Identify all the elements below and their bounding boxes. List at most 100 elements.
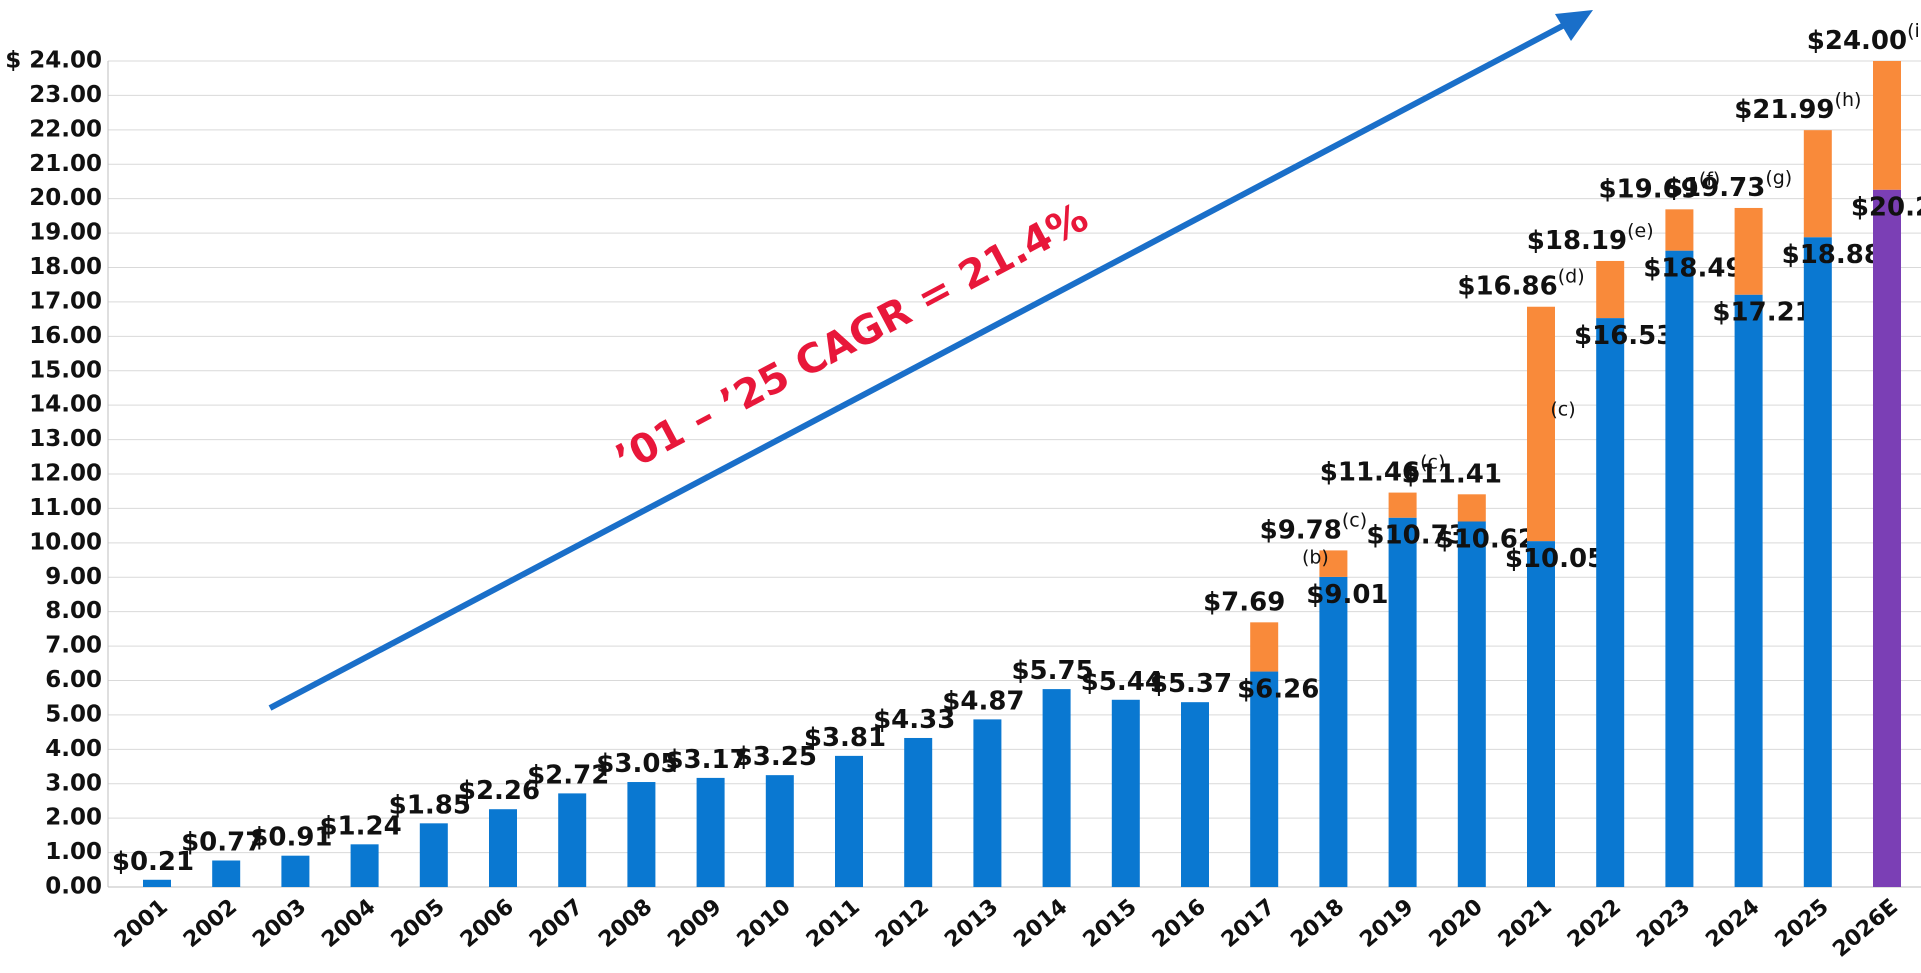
value-label: $1.24 xyxy=(319,811,401,841)
footnote: (f) xyxy=(1699,168,1721,190)
bar-segment xyxy=(1734,207,1763,295)
x-tick-label: 2019 xyxy=(1355,894,1418,953)
total-value: $24.00 xyxy=(1807,26,1907,56)
y-tick-label: 21.00 xyxy=(29,151,102,177)
bar-segment xyxy=(489,809,517,887)
value-label: $5.75 xyxy=(1011,656,1093,686)
bar-segment xyxy=(1873,61,1901,190)
x-tick-label: 2005 xyxy=(387,894,450,953)
bar-segment xyxy=(419,823,448,887)
bar-segment xyxy=(1665,250,1694,887)
x-tick-label: 2002 xyxy=(179,894,242,953)
x-tick-label: 2022 xyxy=(1563,894,1626,953)
y-tick-label: 9.00 xyxy=(45,564,102,590)
bar-segment xyxy=(1111,699,1140,887)
y-tick-label: 20.00 xyxy=(29,185,102,211)
y-tick-label: 14.00 xyxy=(29,392,102,418)
total-label: $11.46(c) xyxy=(1320,452,1446,488)
total-label: $11.41 xyxy=(1402,459,1502,489)
value-label: $6.26 xyxy=(1237,675,1319,705)
x-tick-label: 2023 xyxy=(1632,894,1695,953)
total-label: $18.19(e) xyxy=(1527,220,1654,256)
x-tick-label: 2008 xyxy=(594,894,657,953)
footnote: (h) xyxy=(1835,89,1862,111)
y-tick-label: 10.00 xyxy=(29,529,102,555)
total-label: $16.86(d) xyxy=(1457,266,1584,302)
bar-segment xyxy=(627,782,656,887)
bar-segment xyxy=(1388,517,1417,887)
y-tick-label: 6.00 xyxy=(45,667,102,693)
bar-segment xyxy=(904,737,933,887)
bar-segment xyxy=(973,719,1002,887)
x-tick-label: 2018 xyxy=(1286,894,1349,953)
total-value: $21.99 xyxy=(1734,95,1834,125)
bar-segment xyxy=(1319,576,1348,887)
y-tick-label: 7.00 xyxy=(45,633,102,659)
x-tick-label: 2007 xyxy=(525,894,588,953)
footnote: (d) xyxy=(1558,266,1585,288)
total-label: $19.69(f) xyxy=(1598,168,1720,204)
value-label: $10.05 xyxy=(1505,544,1605,574)
y-tick-label: 15.00 xyxy=(29,357,102,383)
total-label: $21.99(h) xyxy=(1734,89,1861,125)
bar-segment xyxy=(696,777,725,887)
x-tick-label: 2017 xyxy=(1217,894,1280,953)
value-label: $18.88 xyxy=(1782,240,1882,270)
value-label: $2.72 xyxy=(527,760,609,790)
total-value: $19.69 xyxy=(1598,174,1698,204)
y-tick-label: 17.00 xyxy=(29,288,102,314)
y-tick-label: 19.00 xyxy=(29,220,102,246)
x-tick-label: 2013 xyxy=(940,894,1003,953)
bar-segment xyxy=(1734,294,1763,887)
value-label: $3.17 xyxy=(665,745,747,775)
total-value: $7.69 xyxy=(1203,587,1285,617)
total-value: $19.73 xyxy=(1665,173,1765,203)
bar-segment xyxy=(1388,492,1417,518)
bar-segment xyxy=(1527,541,1555,887)
x-tick-label: 2010 xyxy=(733,894,796,953)
x-tick-label: 2014 xyxy=(1009,894,1072,953)
bar-segment xyxy=(558,793,587,887)
value-label: $17.21 xyxy=(1712,298,1812,328)
value-label: $0.21 xyxy=(112,847,194,877)
x-tick-label: 2026E xyxy=(1828,894,1902,962)
bar-segment xyxy=(1665,209,1694,251)
footnote: (i) xyxy=(1907,20,1921,42)
total-label: $7.69 xyxy=(1203,587,1285,617)
bar-segment xyxy=(1803,130,1832,238)
y-tick-label: $ 24.00 xyxy=(5,48,102,74)
value-label: $10.62 xyxy=(1436,524,1536,554)
bar-segment xyxy=(281,855,310,887)
value-label: $4.33 xyxy=(873,705,955,735)
bar-segment xyxy=(1596,260,1625,319)
value-label: $0.77 xyxy=(181,827,263,857)
value-label: $10.73 xyxy=(1366,521,1466,551)
x-tick-label: 2011 xyxy=(802,894,865,953)
value-label: $3.81 xyxy=(804,723,886,753)
x-tick-label: 2009 xyxy=(663,894,726,953)
y-tick-label: 8.00 xyxy=(45,598,102,624)
x-tick-label: 2016 xyxy=(1148,894,1211,953)
x-tick-label: 2021 xyxy=(1494,894,1557,953)
bar-segment xyxy=(1803,237,1832,888)
y-tick-label: 0.00 xyxy=(45,874,102,900)
value-label: $9.01 xyxy=(1306,580,1388,610)
y-tick-label: 13.00 xyxy=(29,426,102,452)
footnote: (c) xyxy=(1342,509,1367,531)
value-label: $4.87 xyxy=(942,686,1024,716)
y-tick-label: 16.00 xyxy=(29,323,102,349)
bar-segment xyxy=(1873,189,1901,888)
value-label: $16.53 xyxy=(1574,321,1674,351)
y-tick-label: 18.00 xyxy=(29,254,102,280)
x-tick-label: 2015 xyxy=(1079,894,1142,953)
y-tick-label: 22.00 xyxy=(29,116,102,142)
value-label: $3.25 xyxy=(735,742,817,772)
bar-segment xyxy=(1319,550,1348,577)
y-tick-label: 1.00 xyxy=(45,839,102,865)
y-tick-label: 3.00 xyxy=(45,770,102,796)
bar-segment xyxy=(765,775,794,887)
bar-segment xyxy=(1457,494,1486,522)
x-tick-label: 2025 xyxy=(1771,894,1834,953)
y-tick-label: 2.00 xyxy=(45,805,102,831)
value-label: $1.85 xyxy=(389,790,471,820)
